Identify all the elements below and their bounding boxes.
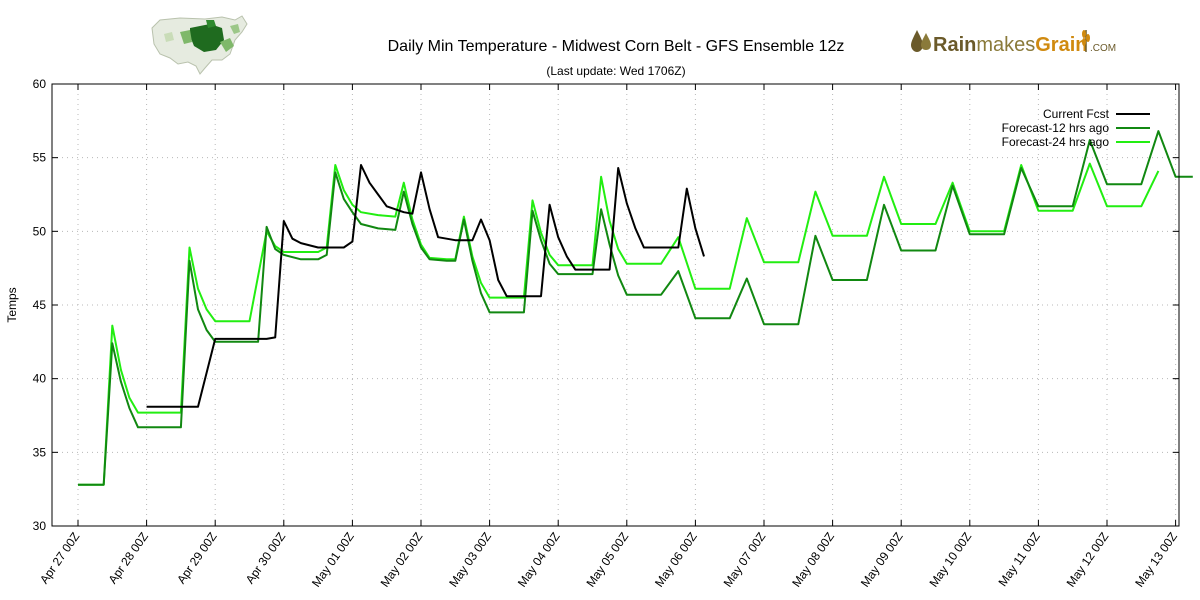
y-tick-label: 35 <box>33 445 47 459</box>
x-tick-label: Apr 30 00Z <box>243 530 289 587</box>
series-current-fcst <box>146 164 705 408</box>
logo-text: RainmakesGrain <box>933 34 1088 56</box>
us-corn-belt-map-icon <box>151 15 248 75</box>
x-tick-label: May 04 00Z <box>515 530 563 590</box>
chart-subtitle: (Last update: Wed 1706Z) <box>546 64 685 78</box>
grid <box>52 84 1179 526</box>
y-tick-label: 55 <box>33 151 47 165</box>
chart-title: Daily Min Temperature - Midwest Corn Bel… <box>388 38 845 55</box>
series-forecast-24-hrs-ago <box>78 162 1160 486</box>
x-axis: Apr 27 00Z Apr 28 00Z Apr 29 00Z Apr 30 00Z… <box>37 84 1180 590</box>
x-tick-label: Apr 29 00Z <box>174 530 220 587</box>
legend-label: Current Fcst <box>1043 107 1110 121</box>
x-tick-label: May 10 00Z <box>926 530 974 590</box>
y-tick-label: 60 <box>33 77 47 91</box>
rainmakesgrain-logo: RainmakesGrain .COM <box>911 30 1116 56</box>
legend-label: Forecast-12 hrs ago <box>1002 121 1110 135</box>
y-axis-label: Temps <box>5 287 19 322</box>
x-tick-label: May 02 00Z <box>378 530 426 590</box>
y-tick-label: 30 <box>33 519 47 533</box>
y-tick-label: 45 <box>33 298 47 312</box>
x-tick-label: May 09 00Z <box>858 530 906 590</box>
plot-frame <box>51 83 1180 527</box>
legend-label: Forecast-24 hrs ago <box>1002 135 1110 149</box>
x-tick-label: May 12 00Z <box>1064 530 1112 590</box>
x-tick-label: May 08 00Z <box>789 530 837 590</box>
x-tick-label: May 06 00Z <box>652 530 700 590</box>
logo-word-grain: Grain <box>1035 34 1087 56</box>
series-lines <box>78 130 1193 486</box>
x-tick-label: May 07 00Z <box>721 530 769 590</box>
y-axis: 30 35 40 45 50 55 60 <box>33 77 1179 533</box>
rain-drops-icon <box>911 30 931 52</box>
y-tick-label: 40 <box>33 372 47 386</box>
y-tick-label: 50 <box>33 224 47 238</box>
x-tick-label: May 13 00Z <box>1132 530 1180 590</box>
x-tick-label: May 03 00Z <box>446 530 494 590</box>
logo-word-rain: Rain <box>933 34 976 56</box>
x-tick-label: May 11 00Z <box>996 530 1043 589</box>
x-tick-label: May 05 00Z <box>583 530 631 590</box>
x-tick-label: Apr 27 00Z <box>37 530 83 587</box>
x-tick-label: May 01 00Z <box>309 530 357 590</box>
series-forecast-12-hrs-ago <box>78 130 1193 486</box>
wheat-stalk-icon <box>1082 30 1090 52</box>
x-tick-label: Apr 28 00Z <box>106 530 152 587</box>
logo-suffix: .COM <box>1090 43 1116 54</box>
logo-word-makes: makes <box>976 34 1035 56</box>
